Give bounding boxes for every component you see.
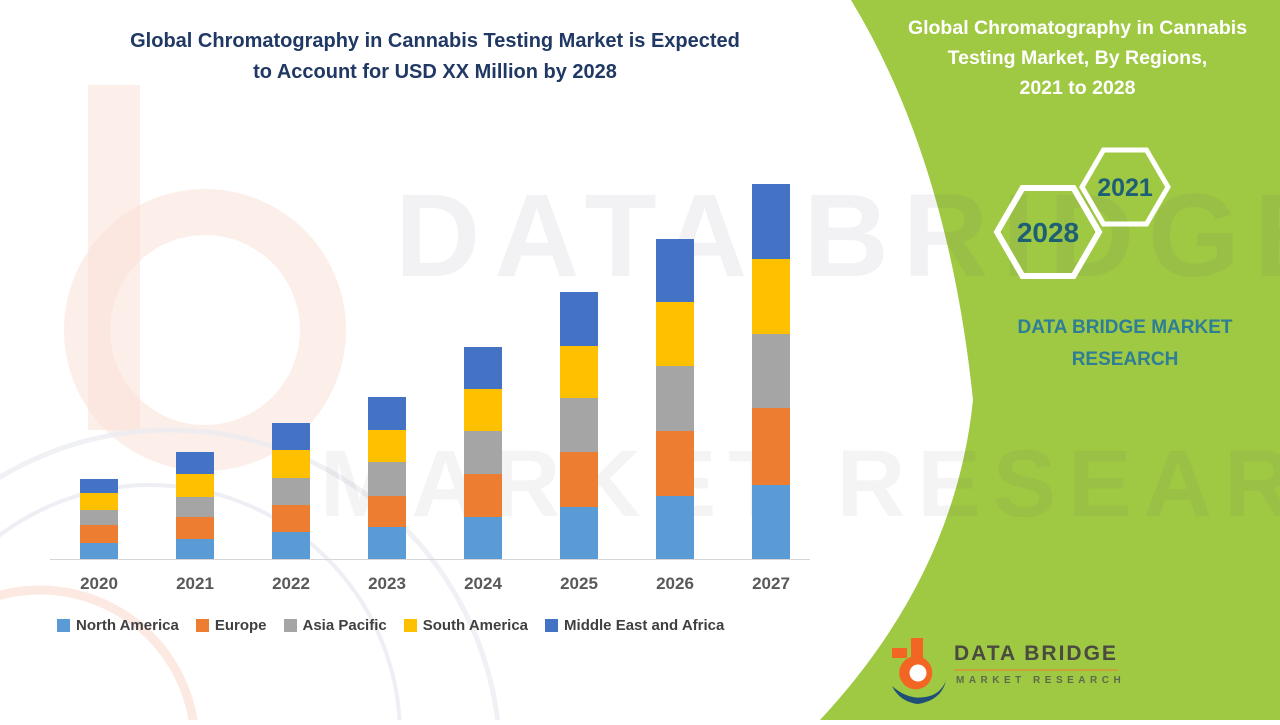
bar-segment xyxy=(752,334,790,408)
bar-segment xyxy=(656,431,694,496)
bar-segment xyxy=(752,184,790,259)
legend-item: Asia Pacific xyxy=(283,617,387,634)
hexagon-2021-outline xyxy=(1079,147,1171,227)
bar-segment xyxy=(176,517,214,539)
bar-stack-2025 xyxy=(560,292,598,559)
brand-text-line2: RESEARCH xyxy=(1071,349,1179,370)
bar-segment xyxy=(272,450,310,478)
bar-stack-2027 xyxy=(752,184,790,559)
bar-segment xyxy=(272,478,310,505)
bar-segment xyxy=(560,507,598,559)
year-hexagon-badges: 2028 2021 xyxy=(993,147,1171,279)
x-axis-label-2021: 2021 xyxy=(176,574,214,593)
bar-segment xyxy=(80,479,118,493)
bar-segment xyxy=(560,398,598,452)
x-axis-label-2023: 2023 xyxy=(368,574,406,593)
bar-segment xyxy=(656,366,694,431)
badge-2021-label: 2021 xyxy=(1097,174,1153,202)
bar-segment xyxy=(560,452,598,507)
side-panel-title: Global Chromatography in Cannabis Testin… xyxy=(880,13,1275,103)
bar-segment xyxy=(752,259,790,334)
side-panel-title-line3: 2021 to 2028 xyxy=(1019,77,1136,99)
bar-segment xyxy=(656,239,694,302)
footer-sub-text: MARKET RESEARCH xyxy=(956,675,1126,686)
legend-label: Asia Pacific xyxy=(302,617,387,634)
side-panel-title-line1: Global Chromatography in Cannabis xyxy=(907,17,1248,39)
page-title: Global Chromatography in Cannabis Testin… xyxy=(40,26,830,88)
hexagon-2028-outline xyxy=(993,185,1103,279)
legend-label: Europe xyxy=(214,617,267,634)
legend-swatch-icon xyxy=(195,619,209,632)
page-title-line2: to Account for USD XX Million by 2028 xyxy=(253,61,617,83)
badge-2028-label: 2028 xyxy=(1017,217,1079,248)
legend-swatch-icon xyxy=(283,619,297,632)
bar-stack-2022 xyxy=(272,423,310,559)
bar-stack-2021 xyxy=(176,452,214,559)
bar-segment xyxy=(464,431,502,474)
plot-area xyxy=(0,184,860,559)
bar-segment xyxy=(464,517,502,559)
bar-segment xyxy=(560,346,598,398)
bar-segment xyxy=(752,408,790,485)
bar-stack-2020 xyxy=(80,479,118,559)
bar-segment xyxy=(368,527,406,559)
bar-segment xyxy=(464,347,502,389)
bar-stack-2026 xyxy=(656,239,694,559)
bar-segment xyxy=(368,496,406,527)
bar-segment xyxy=(368,462,406,496)
bar-segment xyxy=(80,525,118,543)
bar-segment xyxy=(176,474,214,497)
data-bridge-logo-icon xyxy=(892,638,946,704)
x-axis-label-2026: 2026 xyxy=(656,574,694,593)
bar-stack-2024 xyxy=(464,347,502,559)
side-panel-title-line2: Testing Market, By Regions, xyxy=(947,47,1208,69)
x-axis-label-2027: 2027 xyxy=(752,574,790,593)
bar-segment xyxy=(176,452,214,474)
legend-item: South America xyxy=(403,617,529,634)
legend-swatch-icon xyxy=(57,619,70,632)
brand-text-line1: DATA BRIDGE MARKET xyxy=(1017,317,1233,338)
page-title-line1: Global Chromatography in Cannabis Testin… xyxy=(130,30,740,52)
bar-segment xyxy=(176,539,214,559)
bar-segment xyxy=(80,493,118,510)
bar-segment xyxy=(752,485,790,559)
bar-segment xyxy=(464,474,502,517)
brand-text: DATA BRIDGE MARKET RESEARCH xyxy=(985,312,1265,376)
x-axis-label-2022: 2022 xyxy=(272,574,310,593)
bar-segment xyxy=(368,397,406,430)
legend-item: Europe xyxy=(195,617,267,634)
legend-item: North America xyxy=(57,617,179,634)
legend-item: Middle East and Africa xyxy=(545,617,724,634)
legend-label: North America xyxy=(76,617,179,634)
bar-segment xyxy=(368,430,406,462)
bar-segment xyxy=(656,496,694,559)
x-axis-label-2024: 2024 xyxy=(464,574,502,593)
chart-legend: North America Europe Asia Pacific South Ame… xyxy=(57,617,724,634)
footer-brand-text: DATA BRIDGE xyxy=(954,642,1118,671)
x-axis-label-2020: 2020 xyxy=(80,574,118,593)
legend-swatch-icon xyxy=(545,619,559,632)
bar-segment xyxy=(272,505,310,532)
bar-segment xyxy=(272,423,310,450)
bar-stack-2023 xyxy=(368,397,406,559)
bar-segment xyxy=(176,497,214,517)
bar-segment xyxy=(464,389,502,431)
legend-swatch-icon xyxy=(403,619,417,632)
bar-segment xyxy=(272,532,310,559)
x-axis-label-2025: 2025 xyxy=(560,574,598,593)
legend-label: Middle East and Africa xyxy=(564,617,725,634)
bar-segment xyxy=(560,292,598,346)
bar-segment xyxy=(80,543,118,559)
footer-logo: DATA BRIDGE MARKET RESEARCH xyxy=(890,634,1121,706)
bar-segment xyxy=(80,510,118,525)
bar-segment xyxy=(656,302,694,366)
legend-label: South America xyxy=(422,617,529,634)
x-axis-line xyxy=(50,559,810,560)
